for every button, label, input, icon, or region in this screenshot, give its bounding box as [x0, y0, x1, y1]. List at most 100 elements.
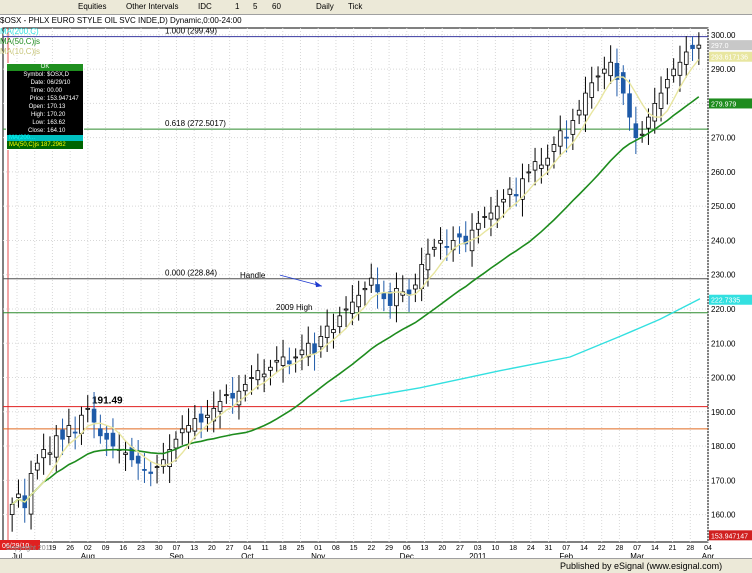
candle-body [9, 503, 15, 515]
candle-body [110, 432, 116, 447]
y-tick-label: 300.00 [711, 31, 736, 40]
candle-body [526, 171, 532, 174]
candle-body [293, 356, 298, 359]
handle-arrow [279, 274, 323, 287]
level-label: 2009 High [276, 303, 312, 312]
candle-body [198, 413, 204, 423]
data-row: Symbol: $OSX,D [23, 72, 70, 78]
candle-body [387, 291, 393, 306]
y-tick-label: 250.00 [711, 202, 736, 211]
footer: Copyright 2011 Published by eSignal (www… [0, 545, 752, 573]
x-month-label: Aug [81, 552, 95, 561]
data-window: OK Symbol: $OSX,D Date: 06/29/10 Time: 00.0… [6, 63, 84, 150]
x-tick-label: 14 [651, 545, 659, 552]
candle-body [375, 284, 380, 293]
x-month-label: Jul [12, 552, 22, 561]
y-tick-label: 160.00 [711, 511, 736, 520]
candle-body [646, 116, 651, 129]
toolbar-1[interactable]: 1 [235, 2, 240, 11]
candle-body [627, 93, 632, 118]
x-month-label: Apr [702, 552, 715, 561]
x-tick-label: 27 [456, 545, 464, 552]
candle-body [413, 284, 418, 290]
candle-body [633, 123, 639, 139]
candle-body [135, 455, 141, 464]
toolbar-tick[interactable]: Tick [348, 2, 363, 11]
candle-body [66, 425, 72, 437]
candle-body [564, 136, 569, 139]
price-axis-tag [709, 530, 752, 541]
candle-body [602, 68, 607, 74]
candle-body [576, 109, 582, 116]
y-tick-label: 230.00 [711, 271, 736, 280]
x-month-label: Dec [400, 552, 414, 561]
price-axis-tag-label: 293.617136 [711, 55, 748, 62]
level-label: 1.000 (299.49) [165, 27, 217, 36]
toolbar-daily[interactable]: Daily [316, 2, 334, 11]
candle-body [192, 418, 198, 432]
candle-body [520, 178, 525, 200]
candle-body [532, 161, 538, 171]
level-label: 0.618 (272.5017) [165, 119, 226, 128]
candle-body [658, 92, 664, 109]
candle-body [513, 194, 519, 197]
x-tick-label: 29 [385, 545, 393, 552]
x-tick-label: 24 [527, 545, 535, 552]
toolbar-60[interactable]: 60 [272, 2, 281, 11]
candle-body [242, 383, 248, 392]
candle-body [173, 438, 179, 449]
x-tick-label: 07 [562, 545, 570, 552]
x-tick-label: 03 [474, 545, 482, 552]
handle-annotation: Handle [240, 271, 266, 280]
data-window-ma200: MA(200... [7, 135, 83, 141]
candle-body [425, 253, 431, 271]
candle-body [557, 130, 563, 147]
candle-body [614, 62, 620, 80]
price-axis-tag-label: 222.7335 [711, 298, 740, 305]
x-tick-label: 13 [190, 545, 198, 552]
candle-body [652, 102, 658, 122]
candle-body [457, 233, 462, 238]
x-tick-label: 06 [403, 545, 411, 552]
candle-body [305, 342, 311, 358]
candle-body [545, 157, 550, 166]
x-tick-label: 04 [243, 545, 251, 552]
price-axis-tag [709, 40, 752, 51]
candle-body [671, 68, 676, 77]
candle-body [53, 435, 59, 458]
toolbar-other-intervals[interactable]: Other Intervals [126, 2, 179, 11]
candle-body [268, 366, 273, 371]
data-window-header: OK [7, 64, 83, 71]
toolbar-equities[interactable]: Equities [78, 2, 107, 11]
price-axis-tag-label: 153.947147 [711, 533, 748, 540]
legend-ma200: MA(200,C) [0, 27, 39, 36]
candle-body [639, 133, 645, 136]
candle-body [205, 414, 210, 419]
selected-date-tag [0, 540, 40, 550]
candle-body [280, 356, 286, 366]
data-row: Time: 00.00 [30, 88, 63, 94]
x-tick-label: 26 [66, 545, 74, 552]
candle-body [47, 452, 53, 455]
x-tick-label: 15 [350, 545, 358, 552]
candle-body [608, 61, 613, 77]
x-tick-label: 16 [119, 545, 127, 552]
toolbar-5[interactable]: 5 [253, 2, 258, 11]
x-month-label: Oct [241, 552, 254, 561]
ma200-line [339, 298, 701, 403]
candle-body [501, 198, 506, 203]
x-tick-label: 20 [438, 545, 446, 552]
candle-body [551, 144, 557, 152]
candle-body [431, 246, 437, 250]
candle-body [299, 349, 305, 356]
toolbar-idc[interactable]: IDC [198, 2, 212, 11]
y-tick-label: 210.00 [711, 339, 736, 348]
x-tick-label: 14 [580, 545, 588, 552]
candle-body [362, 288, 368, 291]
candle-body [255, 370, 261, 381]
x-month-label: 2011 [469, 552, 487, 561]
y-tick-label: 290.00 [711, 65, 736, 74]
x-tick-label: 11 [261, 545, 268, 552]
candle-body [261, 373, 267, 378]
